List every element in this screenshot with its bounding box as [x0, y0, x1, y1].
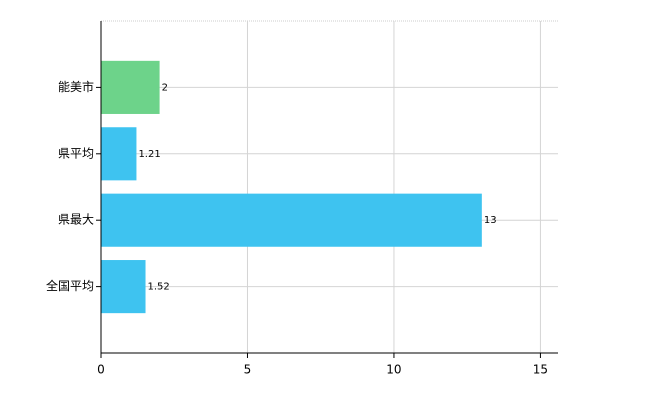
x-tick-label: 5	[244, 363, 252, 377]
y-tick-label: 全国平均	[46, 278, 94, 293]
y-tick-label: 県平均	[58, 146, 94, 160]
bar	[101, 193, 482, 247]
bar	[101, 127, 137, 181]
y-tick-label: 能美市	[58, 79, 94, 94]
bar	[101, 260, 146, 314]
value-label: 1.21	[138, 149, 160, 160]
y-tick-label: 県最大	[58, 213, 94, 227]
value-label: 1.52	[148, 282, 170, 293]
x-tick-label: 10	[386, 363, 401, 377]
x-tick-label: 15	[533, 363, 548, 377]
bar	[101, 60, 160, 114]
value-label: 2	[162, 82, 168, 93]
value-label: 13	[484, 215, 497, 226]
x-tick-label: 0	[97, 363, 105, 377]
